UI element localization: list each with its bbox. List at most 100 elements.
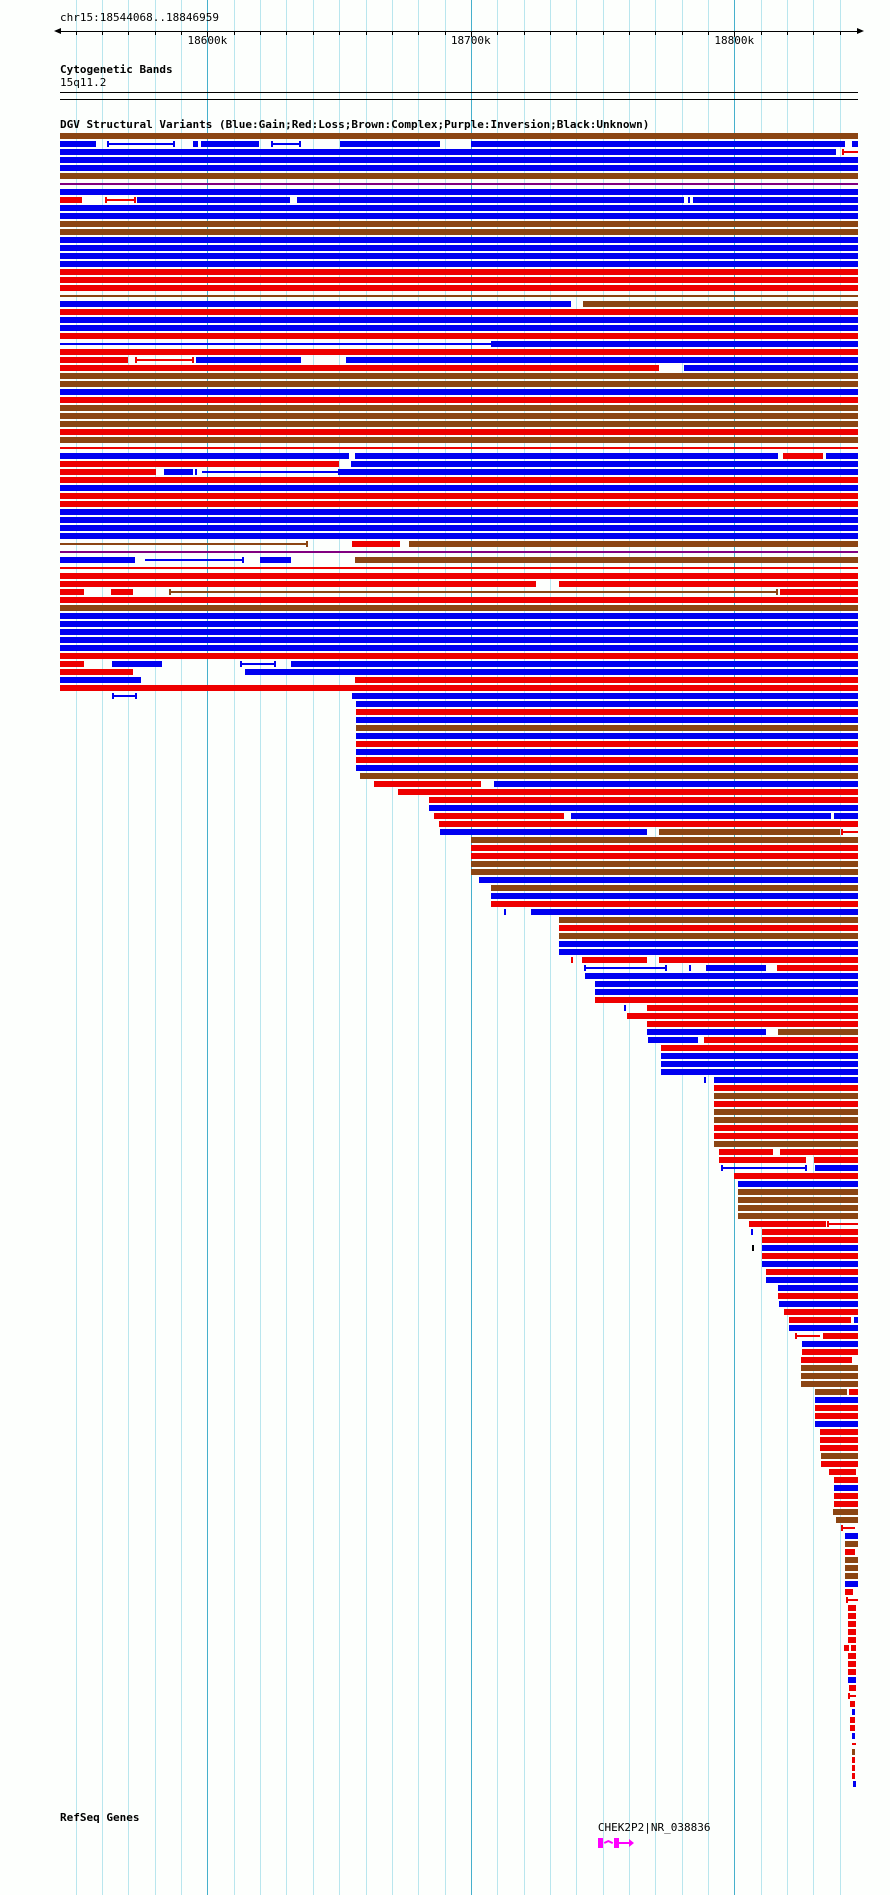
variant-bar[interactable] bbox=[852, 1733, 855, 1739]
variant-bar[interactable] bbox=[374, 781, 482, 787]
variant-bar[interactable] bbox=[245, 669, 858, 675]
variant-bar[interactable] bbox=[60, 669, 134, 675]
variant-bar[interactable] bbox=[714, 1101, 858, 1107]
variant-bar[interactable] bbox=[60, 581, 537, 587]
variant-bar[interactable] bbox=[355, 557, 858, 563]
variant-bar[interactable] bbox=[714, 1125, 858, 1131]
variant-bar[interactable] bbox=[60, 205, 858, 211]
variant-end-tick[interactable] bbox=[848, 1693, 851, 1699]
variant-line[interactable] bbox=[106, 199, 135, 201]
variant-bar[interactable] bbox=[60, 405, 858, 411]
variant-bar[interactable] bbox=[60, 141, 96, 147]
variant-bar[interactable] bbox=[570, 813, 831, 819]
variant-end-tick[interactable] bbox=[271, 141, 274, 147]
variant-bar[interactable] bbox=[439, 829, 647, 835]
variant-bar[interactable] bbox=[626, 1013, 858, 1019]
variant-bar[interactable] bbox=[337, 469, 858, 475]
variant-bar[interactable] bbox=[801, 1373, 858, 1379]
variant-bar[interactable] bbox=[60, 621, 858, 627]
variant-bar[interactable] bbox=[397, 789, 858, 795]
variant-bar[interactable] bbox=[470, 141, 846, 147]
variant-end-tick[interactable] bbox=[584, 965, 587, 971]
variant-bar[interactable] bbox=[60, 349, 858, 355]
variant-bar[interactable] bbox=[60, 557, 135, 563]
variant-bar[interactable] bbox=[558, 941, 858, 947]
variant-bar[interactable] bbox=[585, 973, 858, 979]
variant-bar[interactable] bbox=[692, 197, 858, 203]
variant-bar[interactable] bbox=[60, 165, 858, 171]
variant-bar[interactable] bbox=[60, 661, 84, 667]
variant-bar[interactable] bbox=[60, 237, 858, 243]
variant-end-tick[interactable] bbox=[827, 1221, 830, 1227]
variant-bar[interactable] bbox=[788, 1325, 858, 1331]
variant-bar[interactable] bbox=[111, 661, 163, 667]
variant-bar[interactable] bbox=[434, 813, 565, 819]
variant-bar[interactable] bbox=[470, 837, 858, 843]
variant-line[interactable] bbox=[144, 559, 243, 561]
variant-end-tick[interactable] bbox=[274, 661, 277, 667]
variant-line[interactable] bbox=[828, 1223, 858, 1225]
variant-bar[interactable] bbox=[60, 357, 128, 363]
variant-bar[interactable] bbox=[60, 373, 858, 379]
variant-bar[interactable] bbox=[834, 1477, 858, 1483]
variant-bar[interactable] bbox=[60, 421, 858, 427]
variant-bar[interactable] bbox=[778, 1029, 858, 1035]
variant-bar[interactable] bbox=[60, 389, 858, 395]
variant-bar[interactable] bbox=[783, 1309, 858, 1315]
variant-bar[interactable] bbox=[60, 245, 858, 251]
variant-bar[interactable] bbox=[60, 509, 858, 515]
variant-bar[interactable] bbox=[776, 965, 858, 971]
variant-bar[interactable] bbox=[849, 1685, 857, 1691]
variant-line[interactable] bbox=[60, 447, 858, 449]
variant-bar[interactable] bbox=[193, 141, 199, 147]
variant-bar[interactable] bbox=[60, 613, 858, 619]
variant-bar[interactable] bbox=[847, 1629, 857, 1635]
gene-exon[interactable] bbox=[616, 1838, 619, 1848]
variant-line[interactable] bbox=[60, 343, 491, 345]
variant-bar[interactable] bbox=[851, 1709, 855, 1715]
variant-bar[interactable] bbox=[581, 957, 647, 963]
variant-bar[interactable] bbox=[297, 197, 685, 203]
variant-bar[interactable] bbox=[801, 1381, 858, 1387]
variant-bar[interactable] bbox=[714, 1141, 858, 1147]
variant-bar[interactable] bbox=[847, 1669, 857, 1675]
gene-exon[interactable] bbox=[601, 1838, 604, 1848]
variant-bar[interactable] bbox=[738, 1181, 858, 1187]
variant-bar[interactable] bbox=[847, 1621, 857, 1627]
variant-bar[interactable] bbox=[470, 861, 858, 867]
variant-bar[interactable] bbox=[60, 525, 858, 531]
variant-bar[interactable] bbox=[719, 1157, 807, 1163]
variant-bar[interactable] bbox=[738, 1205, 858, 1211]
variant-bar[interactable] bbox=[60, 477, 858, 483]
variant-end-tick[interactable] bbox=[805, 1165, 808, 1171]
variant-bar[interactable] bbox=[60, 517, 858, 523]
variant-bar[interactable] bbox=[490, 901, 858, 907]
variant-end-tick[interactable] bbox=[306, 541, 309, 547]
variant-bar[interactable] bbox=[352, 693, 858, 699]
variant-bar[interactable] bbox=[814, 1165, 858, 1171]
variant-end-tick[interactable] bbox=[665, 965, 668, 971]
variant-end-tick[interactable] bbox=[841, 829, 844, 835]
variant-end-tick[interactable] bbox=[134, 357, 137, 363]
variant-bar[interactable] bbox=[762, 1229, 858, 1235]
variant-line[interactable] bbox=[846, 1599, 858, 1601]
variant-bar[interactable] bbox=[819, 1429, 858, 1435]
variant-bar[interactable] bbox=[259, 557, 292, 563]
variant-bar[interactable] bbox=[60, 573, 858, 579]
variant-bar[interactable] bbox=[734, 1173, 858, 1179]
variant-bar[interactable] bbox=[814, 1421, 858, 1427]
variant-bar[interactable] bbox=[822, 1333, 858, 1339]
variant-bar[interactable] bbox=[778, 1293, 858, 1299]
variant-bar[interactable] bbox=[788, 1317, 851, 1323]
variant-bar[interactable] bbox=[714, 1109, 858, 1115]
variant-bar[interactable] bbox=[345, 357, 858, 363]
variant-bar[interactable] bbox=[821, 1453, 858, 1459]
variant-bar[interactable] bbox=[60, 157, 858, 163]
variant-end-tick[interactable] bbox=[173, 141, 176, 147]
variant-end-tick[interactable] bbox=[623, 1005, 626, 1011]
variant-line[interactable] bbox=[107, 143, 175, 145]
variant-bar[interactable] bbox=[60, 485, 858, 491]
variant-bar[interactable] bbox=[819, 1437, 858, 1443]
variant-line[interactable] bbox=[60, 567, 858, 569]
variant-bar[interactable] bbox=[762, 1253, 858, 1259]
